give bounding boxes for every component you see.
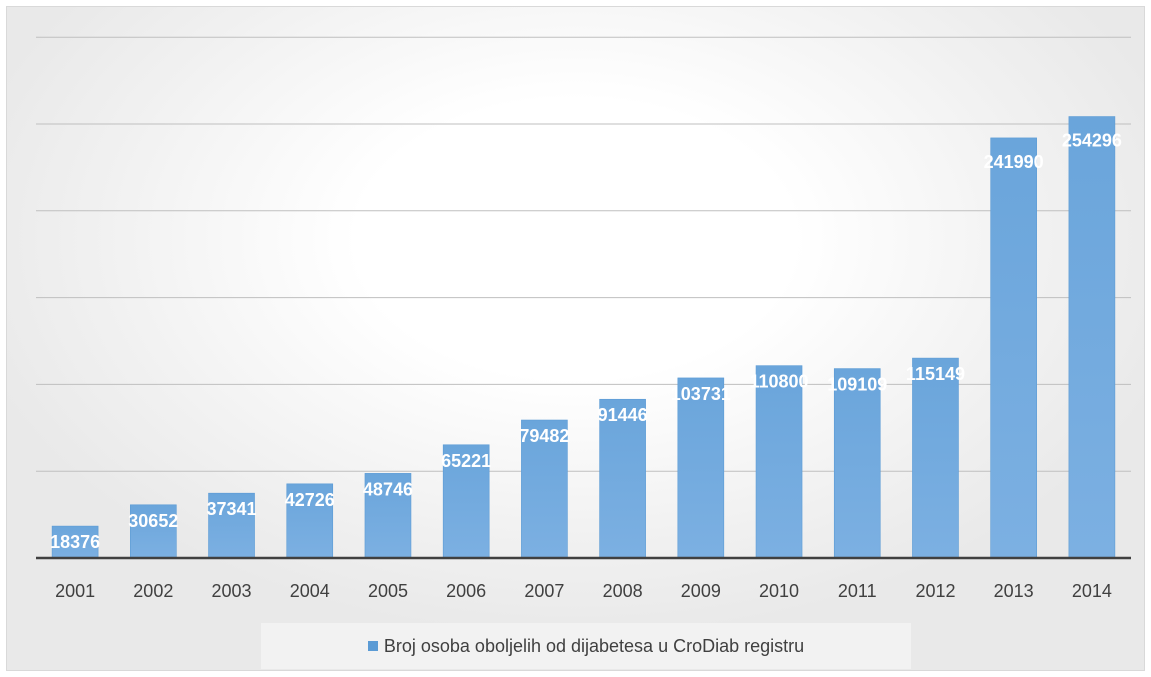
bar — [755, 365, 803, 559]
legend-label: Broj osoba oboljelih od dijabetesa u Cro… — [383, 635, 805, 656]
data-label: 48746 — [363, 479, 413, 499]
x-tick-label: 2003 — [212, 581, 252, 601]
data-label: 65221 — [441, 451, 491, 471]
x-tick-label: 2013 — [994, 581, 1034, 601]
bar — [677, 377, 725, 559]
bar — [521, 419, 568, 559]
bar — [442, 444, 490, 559]
data-label: 42726 — [285, 490, 335, 510]
data-label: 37341 — [207, 499, 257, 519]
data-label: 115149 — [906, 364, 965, 384]
bar — [599, 398, 646, 559]
data-label: 79482 — [519, 426, 569, 446]
x-tick-label: 2012 — [915, 581, 955, 601]
bar — [208, 492, 255, 559]
x-tick-label: 2014 — [1072, 581, 1112, 601]
data-label: 241990 — [984, 152, 1044, 172]
data-label: 103731 — [671, 384, 731, 404]
chart-plot: 18376 30652 37341 42726 48746 65221 79482 91446… — [36, 36, 1131, 601]
chart-frame: 18376 30652 37341 42726 48746 65221 79482 91446… — [6, 6, 1145, 671]
data-label: 109109 — [827, 375, 887, 395]
legend-swatch — [367, 641, 378, 651]
x-tick-label: 2008 — [603, 581, 643, 601]
data-label: 254296 — [1062, 131, 1122, 151]
x-tick-label: 2005 — [368, 581, 408, 601]
x-tick-label: 2011 — [838, 581, 877, 601]
x-tick-label: 2009 — [681, 581, 721, 601]
data-label: 18376 — [50, 532, 100, 552]
bar — [1068, 116, 1116, 559]
x-tick-label: 2010 — [759, 581, 799, 601]
x-tick-label: 2007 — [524, 581, 564, 601]
bar — [833, 368, 881, 559]
data-label: 30652 — [128, 511, 178, 531]
bar — [912, 357, 959, 559]
x-tick-label: 2001 — [55, 581, 95, 601]
bar — [364, 473, 412, 559]
bar — [990, 137, 1037, 559]
x-tick-label: 2004 — [290, 581, 330, 601]
data-label: 91446 — [598, 405, 648, 425]
bar — [286, 483, 334, 559]
bar — [130, 504, 177, 559]
x-tick-label: 2002 — [133, 581, 173, 601]
data-label: 110800 — [749, 372, 808, 392]
x-tick-label: 2006 — [446, 581, 486, 601]
legend: Broj osoba oboljelih od dijabetesa u Cro… — [261, 623, 911, 669]
